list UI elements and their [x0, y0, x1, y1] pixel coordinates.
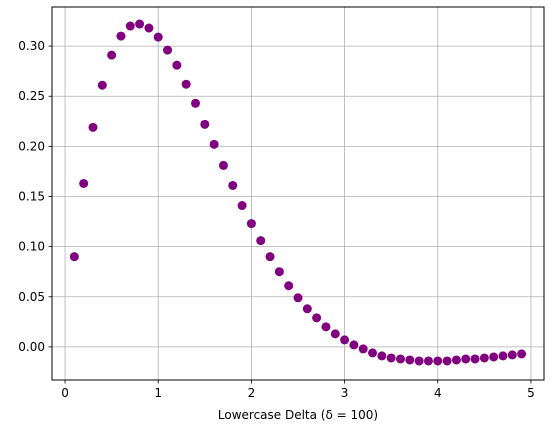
data-point: [358, 344, 368, 354]
data-point: [293, 293, 303, 303]
x-tick-label: 1: [154, 386, 162, 400]
x-axis-ticks: 0 1 2 3 4 5: [61, 380, 535, 400]
data-point: [153, 32, 163, 42]
data-point: [172, 60, 182, 70]
data-point: [414, 356, 424, 366]
data-point: [181, 79, 191, 89]
data-point: [517, 349, 527, 359]
data-point: [265, 252, 275, 262]
data-point: [498, 351, 508, 361]
plot-frame: [51, 6, 545, 381]
data-point: [377, 351, 387, 361]
data-point: [256, 236, 266, 246]
data-point: [423, 356, 433, 366]
y-axis-ticks: 0.00 0.05 0.10 0.15 0.20 0.25 0.30: [18, 39, 52, 354]
data-point: [321, 322, 331, 332]
data-point: [107, 50, 117, 60]
data-point: [79, 178, 89, 188]
data-point: [246, 219, 256, 229]
data-point: [489, 352, 499, 362]
x-tick-label: 3: [341, 386, 349, 400]
data-points: [69, 19, 527, 366]
data-point: [200, 119, 210, 129]
data-point: [125, 21, 135, 31]
data-point: [237, 201, 247, 211]
y-tick-label: 0.15: [18, 190, 45, 204]
data-point: [209, 139, 219, 149]
x-tick-label: 2: [248, 386, 256, 400]
grid-lines: [52, 7, 544, 380]
data-point: [191, 98, 200, 108]
data-point: [470, 354, 480, 364]
data-point: [116, 31, 126, 41]
data-point: [330, 329, 340, 339]
data-point: [302, 304, 312, 314]
data-point: [312, 313, 322, 323]
data-point: [451, 355, 461, 365]
y-tick-label: 0.25: [18, 89, 45, 103]
data-point: [461, 354, 471, 364]
data-point: [396, 354, 405, 364]
x-tick-label: 5: [527, 386, 535, 400]
data-point: [284, 281, 294, 291]
data-point: [144, 23, 154, 33]
data-point: [69, 252, 79, 262]
x-axis-label: Lowercase Delta (δ = 100): [218, 408, 378, 422]
data-point: [218, 160, 228, 170]
y-tick-label: 0.30: [18, 39, 45, 53]
data-point: [507, 350, 517, 360]
data-point: [163, 45, 173, 55]
data-point: [479, 353, 489, 363]
data-point: [97, 80, 107, 90]
data-point: [228, 180, 238, 190]
y-tick-label: 0.20: [18, 139, 45, 153]
data-point: [88, 122, 98, 132]
y-tick-label: 0.00: [18, 340, 45, 354]
x-tick-label: 0: [61, 386, 69, 400]
y-tick-label: 0.10: [18, 240, 45, 254]
x-tick-label: 4: [434, 386, 442, 400]
data-point: [135, 19, 145, 29]
data-point: [340, 335, 350, 345]
data-point: [274, 267, 284, 277]
data-point: [349, 340, 359, 350]
data-point: [433, 356, 443, 366]
data-point: [386, 353, 396, 363]
data-point: [368, 348, 378, 358]
y-tick-label: 0.05: [18, 290, 45, 304]
data-point: [442, 356, 452, 366]
data-point: [405, 355, 415, 365]
